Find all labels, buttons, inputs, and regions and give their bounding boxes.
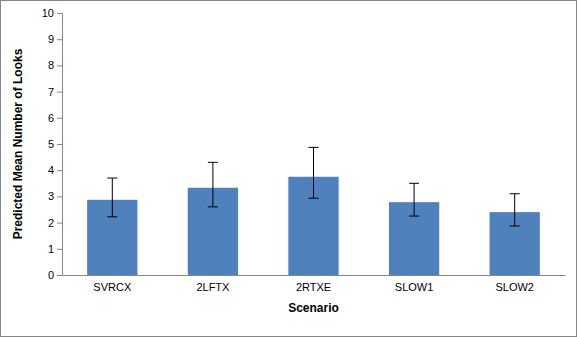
y-tick-mark xyxy=(57,118,62,119)
error-cap-low xyxy=(510,226,520,227)
error-stem xyxy=(313,147,314,198)
x-tick-label: SVRCX xyxy=(93,281,132,293)
error-cap-low xyxy=(309,198,319,199)
error-stem xyxy=(414,183,415,216)
x-axis: SVRCX 2LFTX 2RTXE SLOW1 SLOW2 xyxy=(63,275,566,293)
y-tick-label: 1 xyxy=(48,243,54,255)
y-tick: 1 xyxy=(48,243,62,255)
y-axis-line xyxy=(57,14,63,276)
y-tick: 2 xyxy=(48,217,62,229)
error-stem xyxy=(212,162,213,207)
y-tick-mark xyxy=(57,249,62,250)
marks xyxy=(87,147,540,275)
error-cap-high xyxy=(309,147,319,148)
error-bar xyxy=(510,194,520,226)
y-tick-label: 9 xyxy=(48,33,54,45)
y-tick-mark xyxy=(57,144,62,145)
y-tick: 0 xyxy=(48,269,62,281)
y-tick-mark xyxy=(57,275,62,276)
y-tick: 9 xyxy=(48,33,62,45)
y-tick: 4 xyxy=(48,164,62,176)
y-tick: 10 xyxy=(42,7,62,19)
error-stem xyxy=(112,178,113,217)
y-tick-mark xyxy=(57,39,62,40)
x-tick: 2RTXE xyxy=(296,275,331,293)
y-tick-label: 10 xyxy=(42,7,54,19)
x-tick: SLOW2 xyxy=(495,275,534,293)
y-tick-label: 6 xyxy=(48,112,54,124)
y-tick: 5 xyxy=(48,138,62,150)
error-bar xyxy=(309,147,319,198)
error-cap-high xyxy=(208,162,218,163)
x-axis-title: Scenario xyxy=(288,301,339,315)
error-cap-low xyxy=(107,216,117,217)
y-tick-mark xyxy=(57,170,62,171)
x-tick: SVRCX xyxy=(93,275,132,293)
y-tick: 7 xyxy=(48,86,62,98)
y-tick-label: 3 xyxy=(48,190,54,202)
y-tick-label: 2 xyxy=(48,217,54,229)
error-stem xyxy=(514,194,515,226)
y-tick-mark xyxy=(57,13,62,14)
error-bar xyxy=(208,162,218,207)
chart-border xyxy=(1,1,577,337)
error-cap-high xyxy=(510,193,520,194)
y-tick-mark xyxy=(57,223,62,224)
x-tick-label: 2LFTX xyxy=(196,281,230,293)
x-tick-label: 2RTXE xyxy=(296,281,331,293)
y-tick: 8 xyxy=(48,59,62,71)
y-tick-mark xyxy=(57,92,62,93)
error-cap-low xyxy=(208,206,218,207)
x-tick-label: SLOW2 xyxy=(495,281,534,293)
y-tick-label: 0 xyxy=(48,269,54,281)
error-cap-low xyxy=(409,216,419,217)
error-bar xyxy=(409,183,419,216)
y-tick-mark xyxy=(57,65,62,66)
error-bar xyxy=(107,178,117,217)
y-tick: 3 xyxy=(48,190,62,202)
y-tick-label: 7 xyxy=(48,86,54,98)
error-cap-high xyxy=(409,183,419,184)
plot: 0 1 2 3 4 5 6 7 8 9 10 SVRCX 2LFTX 2RTXE SLOW1 SLOW2 xyxy=(42,7,566,293)
x-tick: 2LFTX xyxy=(196,275,230,293)
y-tick-mark xyxy=(57,196,62,197)
error-cap-high xyxy=(107,178,117,179)
y-axis: 0 1 2 3 4 5 6 7 8 9 10 xyxy=(42,7,63,281)
y-axis-title: Predicted Mean Number of Looks xyxy=(11,48,25,239)
y-tick-label: 8 xyxy=(48,59,54,71)
y-tick: 6 xyxy=(48,112,62,124)
y-tick-label: 5 xyxy=(48,138,54,150)
x-axis-line xyxy=(63,275,566,276)
chart: 0 1 2 3 4 5 6 7 8 9 10 SVRCX 2LFTX 2RTXE SLOW1 SLOW2 Sce… xyxy=(0,0,577,337)
y-tick-label: 4 xyxy=(48,164,54,176)
x-tick-label: SLOW1 xyxy=(395,281,434,293)
x-tick: SLOW1 xyxy=(395,275,434,293)
